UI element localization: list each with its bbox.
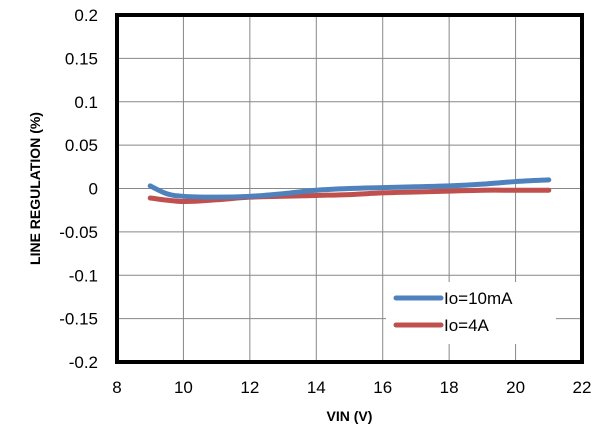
y-axis-title: LINE REGULATION (%) [27, 112, 43, 265]
x-tick-label: 8 [112, 378, 121, 397]
x-tick-label: 16 [373, 378, 392, 397]
x-tick-label: 22 [573, 378, 592, 397]
x-tick-label: 20 [506, 378, 525, 397]
plot-area-frame [115, 13, 584, 364]
x-tick-label: 12 [240, 378, 259, 397]
y-tick-labels: 0.2 0.15 0.1 0.05 0 -0.05 -0.1 -0.15 -0.2 [59, 6, 98, 372]
y-tick-label: 0.2 [74, 6, 98, 25]
y-tick-label: 0 [89, 180, 98, 199]
y-tick-label: -0.2 [69, 353, 98, 372]
legend-box [386, 282, 556, 344]
x-tick-label: 18 [440, 378, 459, 397]
legend-label-io-4a: Io=4A [444, 316, 490, 335]
series-line-io-4a [147, 187, 552, 205]
series-layer [147, 177, 552, 205]
legend-label-io-10ma: Io=10mA [444, 289, 513, 308]
x-tick-label: 10 [174, 378, 193, 397]
x-tick-label: 14 [307, 378, 326, 397]
y-tick-label: 0.1 [74, 93, 98, 112]
legend: Io=10mA Io=4A [386, 282, 556, 344]
x-axis-title: VIN (V) [327, 408, 373, 424]
y-tick-label: -0.05 [59, 223, 98, 242]
y-tick-label: -0.15 [59, 310, 98, 329]
series-line-io-10ma [147, 177, 552, 200]
y-tick-label: 0.05 [65, 136, 98, 155]
y-tick-label: -0.1 [69, 266, 98, 285]
x-tick-labels: 8 10 12 14 16 18 20 22 [112, 378, 591, 397]
y-tick-label: 0.15 [65, 49, 98, 68]
